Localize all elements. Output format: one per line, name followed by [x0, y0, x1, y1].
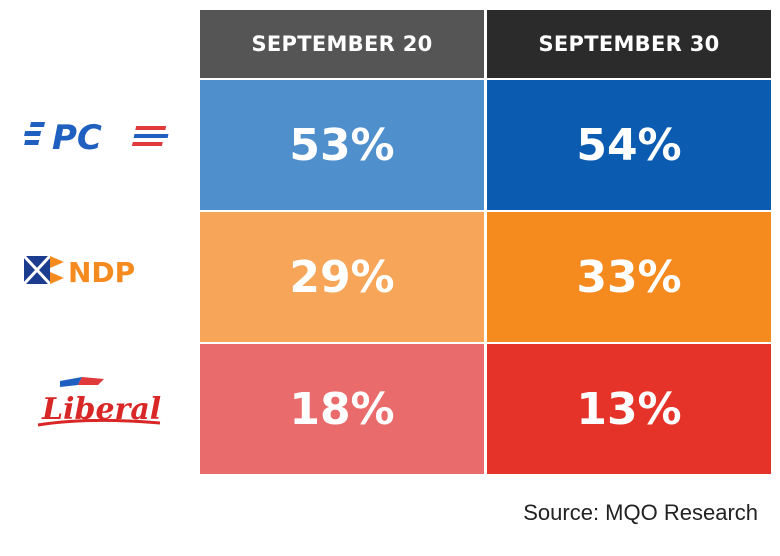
liberal-logo: Liberal — [10, 342, 190, 462]
ndp-logo-text: NDP — [68, 256, 135, 289]
pc-logo: PC — [10, 78, 190, 198]
pc-sept30-cell: 54% — [487, 80, 771, 210]
pc-logo-text: PC — [52, 118, 102, 158]
ndp-logo: NDP — [10, 210, 190, 330]
liberal-sept30-cell: 13% — [487, 344, 771, 474]
pc-sept20-cell: 53% — [200, 80, 484, 210]
liberal-sept20-cell: 18% — [200, 344, 484, 474]
poll-table: SEPTEMBER 20 SEPTEMBER 30 53% 54% 29% 33… — [200, 10, 771, 474]
source-note: Source: MQO Research — [523, 500, 758, 525]
header-september-30: SEPTEMBER 30 — [487, 10, 771, 78]
header-september-20: SEPTEMBER 20 — [200, 10, 484, 78]
ndp-sept30-cell: 33% — [487, 212, 771, 342]
ndp-sept20-cell: 29% — [200, 212, 484, 342]
